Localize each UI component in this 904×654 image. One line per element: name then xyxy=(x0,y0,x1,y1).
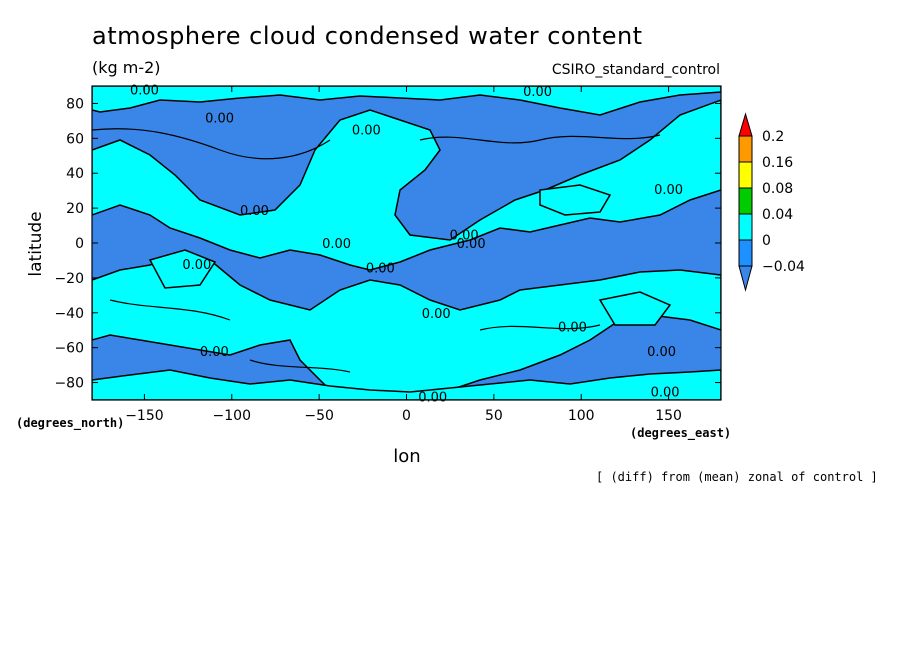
colorbar-label: 0.2 xyxy=(762,129,784,145)
colorbar-label: 0.04 xyxy=(762,207,793,223)
y-tick-label: −40 xyxy=(54,306,84,322)
y-tick-label: −20 xyxy=(54,271,84,287)
contour-label: 0.00 xyxy=(352,124,381,139)
y-axis-label: latitude xyxy=(26,211,46,277)
colorbar-segment xyxy=(738,239,753,267)
x-tick-label: 150 xyxy=(655,408,682,424)
model-name: CSIRO_standard_control xyxy=(551,62,720,78)
y-axis-ticks: −80 −60 −40 −20 0 20 40 60 80 xyxy=(54,96,721,392)
chart-units: (kg m-2) xyxy=(92,58,161,77)
colorbar-label: 0.08 xyxy=(762,181,793,197)
x-tick-label: 50 xyxy=(485,408,503,424)
y-tick-label: 20 xyxy=(66,201,84,217)
colorbar-label: −0.04 xyxy=(762,259,805,275)
y-tick-label: 80 xyxy=(66,96,84,112)
y-tick-label: 60 xyxy=(66,131,84,147)
colorbar-segment xyxy=(738,161,753,189)
contour-label: 0.00 xyxy=(205,111,234,126)
operation-note: [ (diff) from (mean) zonal of control ] xyxy=(596,470,878,484)
y-tick-label: 0 xyxy=(75,236,84,252)
colorbar: −0.04 0 0.04 0.08 0.16 0.2 xyxy=(738,112,805,292)
contour-label: 0.00 xyxy=(523,85,552,100)
colorbar-segment xyxy=(738,135,753,163)
x-tick-label: 0 xyxy=(402,408,411,424)
y-tick-label: −60 xyxy=(54,341,84,357)
contour-label: 0.00 xyxy=(647,345,676,360)
x-tick-label: −50 xyxy=(304,408,334,424)
colorbar-max-arrow xyxy=(738,112,753,137)
x-axis-label: lon xyxy=(393,446,421,467)
contour-label: 0.00 xyxy=(182,258,211,273)
zero-contour-lines xyxy=(92,128,661,373)
contour-label: 0.00 xyxy=(654,183,683,198)
colorbar-segment xyxy=(738,213,753,241)
colorbar-label: 0 xyxy=(762,233,771,249)
contour-label: 0.00 xyxy=(457,237,486,252)
colorbar-label: 0.16 xyxy=(762,155,793,171)
contour-label: 0.00 xyxy=(651,385,680,400)
y-tick-label: 40 xyxy=(66,166,84,182)
contour-label: 0.00 xyxy=(322,237,351,252)
x-axis-ticks: −150 −100 −50 0 50 100 150 xyxy=(125,86,682,424)
x-tick-label: 100 xyxy=(568,408,595,424)
colorbar-segment xyxy=(738,187,753,215)
chart-title: atmosphere cloud condensed water content xyxy=(92,22,643,50)
y-axis-unit: (degrees_north) xyxy=(16,416,125,430)
contour-label: 0.00 xyxy=(450,228,479,243)
x-tick-label: −100 xyxy=(213,408,251,424)
contour-label: 0.00 xyxy=(558,321,587,336)
y-tick-label: −80 xyxy=(54,376,84,392)
contour-label: 0.00 xyxy=(418,391,447,406)
contour-label: 0.00 xyxy=(200,345,229,360)
x-tick-label: −150 xyxy=(125,408,163,424)
colorbar-min-arrow xyxy=(738,265,753,292)
x-axis-unit: (degrees_east) xyxy=(630,426,732,440)
contour-label: 0.00 xyxy=(422,307,451,322)
contour-label: 0.00 xyxy=(240,204,269,219)
positive-anomaly-regions xyxy=(92,86,721,400)
contour-label: 0.00 xyxy=(366,261,395,276)
